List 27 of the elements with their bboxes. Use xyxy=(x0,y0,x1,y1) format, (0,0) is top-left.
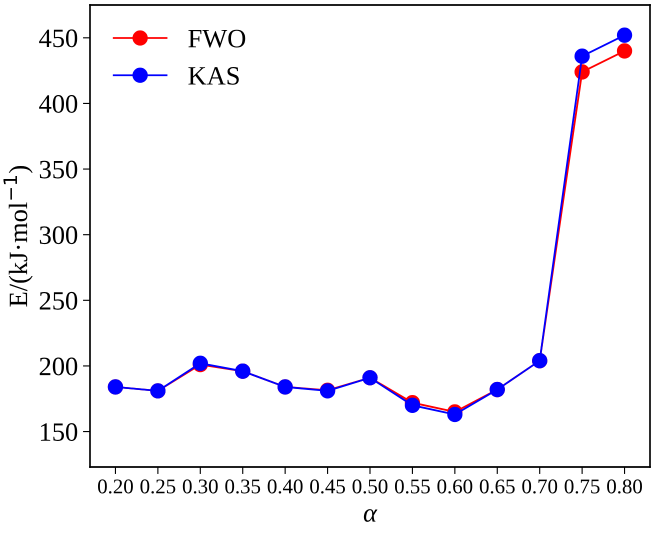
y-tick-label: 400 xyxy=(39,95,78,113)
x-tick-label: 0.80 xyxy=(607,479,642,494)
x-tick-label: 0.20 xyxy=(98,479,133,494)
x-tick-label: 0.65 xyxy=(480,479,515,494)
point xyxy=(574,48,590,64)
x-tick-label: 0.75 xyxy=(564,479,600,494)
legend-label: FWO xyxy=(188,30,246,48)
x-tick-label: 0.50 xyxy=(352,479,388,494)
y-tick-label: 450 xyxy=(39,29,78,48)
x-axis-title: α xyxy=(364,509,378,522)
x-tick-label: 0.25 xyxy=(140,479,176,494)
y-axis-title: E/(kJ·mol$^{−1}$) xyxy=(4,166,33,307)
y-tick-label: 350 xyxy=(40,160,78,178)
legend-label: KAS xyxy=(188,67,239,85)
x-tick-label: 0.70 xyxy=(522,479,558,494)
x-tick-label: 0.55 xyxy=(394,479,430,494)
y-tick-label: 200 xyxy=(40,358,78,376)
x-tick-label: 0.30 xyxy=(182,479,218,494)
point xyxy=(616,28,632,43)
x-tick-label: 0.40 xyxy=(268,479,303,494)
y-tick-label: 300 xyxy=(40,226,78,244)
point xyxy=(616,43,632,59)
x-tick-label: 0.45 xyxy=(310,479,345,494)
x-tick-label: 0.35 xyxy=(225,479,260,494)
y-tick-label: 150 xyxy=(40,423,78,441)
x-tick-label: 0.60 xyxy=(437,479,472,494)
y-tick-label: 250 xyxy=(40,292,78,310)
